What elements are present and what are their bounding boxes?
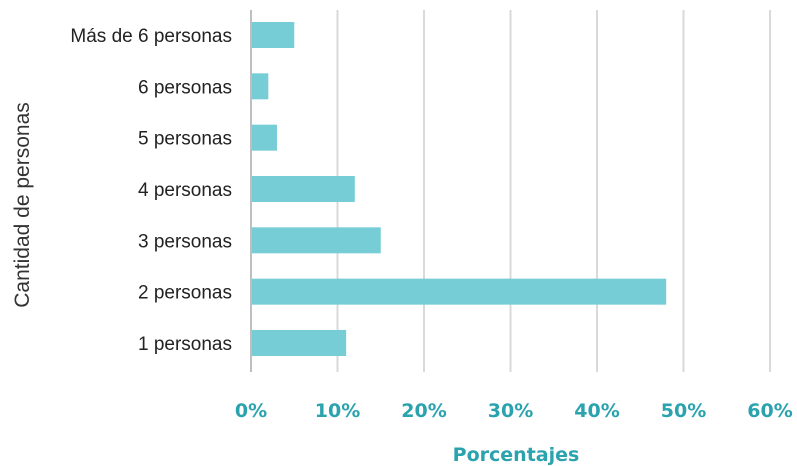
bar	[252, 73, 269, 100]
x-tick-label: 0%	[235, 400, 267, 422]
bars	[252, 22, 667, 356]
x-tick-labels: 0% 10% 20% 30% 40% 50% 60%	[235, 400, 793, 422]
bar	[252, 175, 355, 202]
category-label: 3 personas	[138, 231, 232, 252]
bar	[252, 278, 667, 305]
category-label: 5 personas	[138, 129, 232, 150]
category-label: 4 personas	[138, 180, 232, 201]
x-tick-label: 50%	[661, 400, 706, 422]
y-axis-title: Cantidad de personas	[11, 102, 34, 307]
bar	[252, 22, 295, 48]
category-label: 6 personas	[138, 77, 232, 98]
category-labels: Más de 6 personas 6 personas 5 personas 4 p…	[70, 26, 232, 355]
x-tick-label: 20%	[401, 400, 446, 422]
gridlines	[250, 10, 771, 372]
bar	[252, 124, 277, 151]
x-tick-label: 60%	[747, 400, 792, 422]
bar	[252, 227, 381, 254]
category-label: Más de 6 personas	[70, 26, 232, 47]
category-label: 1 personas	[138, 334, 232, 355]
x-tick-label: 40%	[574, 400, 619, 422]
x-axis-title: Porcentajes	[453, 444, 580, 466]
category-label: 2 personas	[138, 283, 232, 304]
x-tick-label: 10%	[315, 400, 360, 422]
x-tick-label: 30%	[488, 400, 533, 422]
bar	[252, 329, 347, 356]
